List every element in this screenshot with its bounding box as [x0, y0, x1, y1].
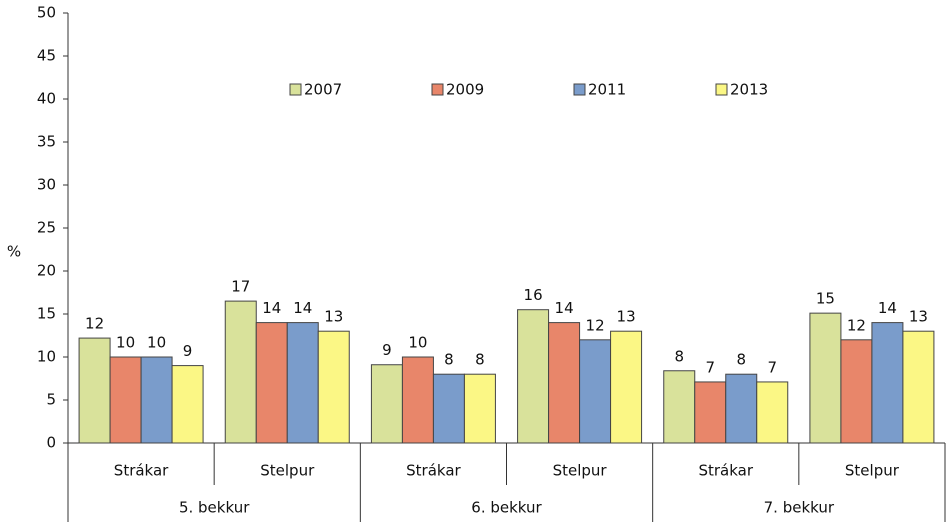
group-label: 5. bekkur — [179, 499, 250, 517]
bar — [517, 309, 550, 444]
bar — [432, 373, 465, 444]
group-label: 7. bekkur — [764, 499, 835, 517]
value-label: 14 — [262, 299, 281, 317]
legend-swatch — [289, 83, 302, 96]
x-tick-label: Stelpur — [553, 462, 608, 480]
value-label: 9 — [183, 342, 193, 360]
y-tick-label: 30 — [37, 176, 56, 194]
legend-swatch — [573, 83, 586, 96]
x-tick-label: Stelpur — [845, 462, 900, 480]
y-tick-label: 15 — [37, 305, 56, 323]
value-label: 10 — [147, 334, 166, 352]
bar — [171, 365, 204, 444]
bar — [140, 356, 173, 444]
y-tick-label: 40 — [37, 90, 56, 108]
y-tick-label: 25 — [37, 219, 56, 237]
bar — [224, 300, 257, 444]
value-label: 12 — [586, 316, 605, 334]
bar — [663, 370, 696, 444]
bar — [610, 330, 643, 444]
bar — [109, 356, 142, 444]
value-label: 13 — [909, 308, 928, 326]
bar — [286, 322, 319, 444]
legend-label: 2011 — [588, 81, 626, 99]
legend-swatch — [715, 83, 728, 96]
y-tick-label: 45 — [37, 47, 56, 65]
y-axis-label: % — [7, 243, 21, 261]
legend-swatch — [431, 83, 444, 96]
bar — [255, 322, 288, 444]
value-label: 13 — [324, 308, 343, 326]
bar — [725, 373, 758, 444]
y-tick-label: 10 — [37, 348, 56, 366]
value-label: 7 — [705, 358, 715, 376]
value-label: 7 — [767, 358, 777, 376]
value-label: 13 — [617, 308, 636, 326]
y-tick-label: 5 — [46, 391, 56, 409]
bar — [902, 330, 935, 444]
bar — [840, 339, 873, 444]
value-label: 14 — [293, 299, 312, 317]
group-label: 6. bekkur — [471, 499, 542, 517]
value-label: 10 — [116, 334, 135, 352]
y-tick-label: 20 — [37, 262, 56, 280]
bar — [370, 364, 403, 444]
value-label: 10 — [408, 334, 427, 352]
value-label: 12 — [85, 315, 104, 333]
bar — [871, 322, 904, 444]
x-tick-label: Strákar — [406, 462, 461, 480]
value-label: 17 — [231, 278, 250, 296]
legend-label: 2013 — [730, 81, 768, 99]
bar — [579, 339, 612, 444]
y-tick-label: 35 — [37, 133, 56, 151]
bar — [78, 337, 111, 444]
value-label: 12 — [847, 316, 866, 334]
value-label: 14 — [555, 299, 574, 317]
bar — [317, 330, 350, 444]
value-label: 8 — [736, 351, 746, 369]
legend-label: 2007 — [304, 81, 342, 99]
value-label: 16 — [524, 286, 543, 304]
bar — [756, 381, 789, 444]
value-label: 8 — [444, 351, 454, 369]
bar — [401, 356, 434, 444]
value-label: 8 — [674, 347, 684, 365]
x-tick-label: Strákar — [698, 462, 753, 480]
legend-label: 2009 — [446, 81, 484, 99]
y-tick-label: 0 — [46, 434, 56, 452]
bar — [809, 312, 842, 444]
x-tick-label: Strákar — [114, 462, 169, 480]
bar — [694, 381, 727, 444]
value-label: 8 — [475, 351, 485, 369]
y-tick-label: 50 — [37, 4, 56, 22]
x-tick-label: Stelpur — [260, 462, 315, 480]
value-label: 14 — [878, 299, 897, 317]
value-label: 15 — [816, 290, 835, 308]
bar — [548, 322, 581, 444]
value-label: 9 — [382, 341, 392, 359]
bar — [463, 373, 496, 444]
